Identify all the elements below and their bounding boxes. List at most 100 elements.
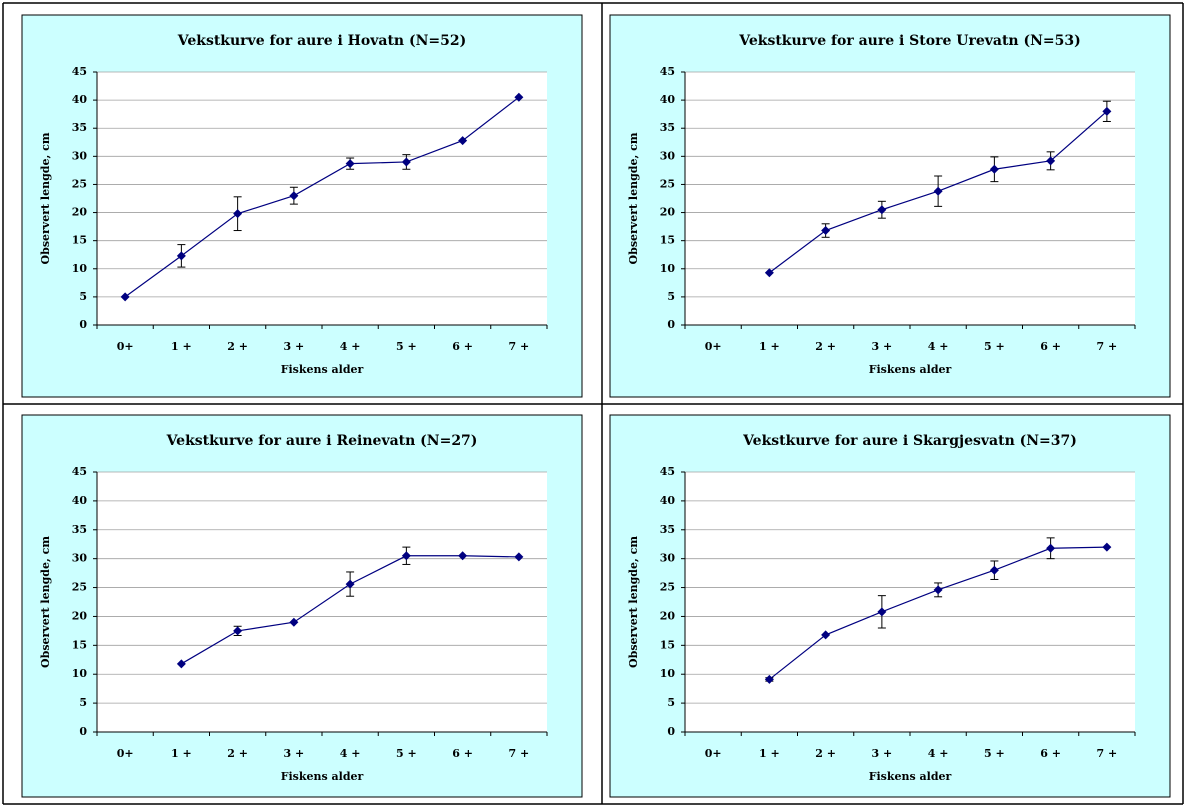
marker <box>289 617 299 627</box>
chart-title: Vekstkurve for aure i Hovatn (N=52) <box>177 33 466 49</box>
y-tick-label: 5 <box>667 290 675 303</box>
plot-area <box>685 72 1135 325</box>
y-tick-label: 10 <box>72 262 88 275</box>
y-tick-label: 10 <box>72 667 88 680</box>
x-tick-label: 5 + <box>396 747 417 760</box>
x-tick-label: 7 + <box>509 340 530 353</box>
x-tick-label: 2 + <box>227 747 248 760</box>
y-axis-label: Observert lengde, cm <box>627 536 640 668</box>
y-tick-label: 40 <box>72 93 88 106</box>
marker <box>233 209 243 219</box>
marker <box>764 268 774 278</box>
y-axis-label: Observert lengde, cm <box>39 132 52 264</box>
x-tick-label: 4 + <box>928 340 949 353</box>
y-tick-label: 10 <box>660 667 676 680</box>
x-axis-label: Fiskens alder <box>281 363 364 376</box>
marker <box>764 674 774 684</box>
x-tick-label: 3 + <box>872 340 893 353</box>
y-tick-label: 35 <box>72 523 87 536</box>
series-line <box>124 96 520 298</box>
plot-area <box>97 72 547 325</box>
y-tick-label: 30 <box>660 552 676 565</box>
x-tick-label: 6 + <box>452 747 473 760</box>
x-tick-label: 2 + <box>227 340 248 353</box>
y-tick-label: 25 <box>72 581 87 594</box>
y-tick-label: 20 <box>72 206 88 219</box>
x-tick-label: 2 + <box>815 340 836 353</box>
y-tick-label: 40 <box>660 494 676 507</box>
marker <box>933 186 943 196</box>
y-tick-label: 20 <box>660 206 676 219</box>
y-tick-label: 45 <box>660 465 675 478</box>
y-axis-label: Observert lengde, cm <box>627 132 640 264</box>
marker <box>989 164 999 174</box>
y-tick-label: 45 <box>72 65 87 78</box>
y-tick-label: 5 <box>667 696 675 709</box>
x-tick-label: 0+ <box>117 340 134 353</box>
y-tick-label: 45 <box>72 465 87 478</box>
x-tick-label: 6 + <box>452 340 473 353</box>
marker <box>1102 542 1112 552</box>
y-tick-label: 25 <box>660 581 675 594</box>
x-tick-label: 1 + <box>759 340 780 353</box>
chart: Vekstkurve for aure i Hovatn (N=52) 0 5 10 1… <box>21 14 583 398</box>
y-tick-label: 40 <box>72 494 88 507</box>
y-tick-label: 5 <box>79 696 87 709</box>
marker <box>1046 543 1056 553</box>
marker <box>176 251 186 261</box>
marker <box>345 579 355 589</box>
x-tick-label: 0+ <box>705 340 722 353</box>
marker <box>401 551 411 561</box>
y-tick-label: 0 <box>667 318 675 331</box>
x-axis-label: Fiskens alder <box>869 363 952 376</box>
x-tick-label: 5 + <box>396 340 417 353</box>
marker <box>821 630 831 640</box>
x-tick-label: 0+ <box>117 747 134 760</box>
x-tick-label: 7 + <box>1097 340 1118 353</box>
x-tick-label: 6 + <box>1040 340 1061 353</box>
chart-title: Vekstkurve for aure i Skargjesvatn (N=37… <box>742 433 1077 449</box>
y-tick-label: 15 <box>660 638 675 651</box>
chart: Vekstkurve for aure i Store Urevatn (N=5… <box>609 14 1171 398</box>
x-tick-label: 5 + <box>984 340 1005 353</box>
y-tick-label: 35 <box>660 523 675 536</box>
marker <box>176 659 186 669</box>
marker <box>345 159 355 169</box>
marker <box>458 551 468 561</box>
x-tick-label: 0+ <box>705 747 722 760</box>
x-tick-label: 3 + <box>284 747 305 760</box>
y-tick-label: 15 <box>72 638 87 651</box>
x-tick-label: 7 + <box>1097 747 1118 760</box>
marker <box>289 191 299 201</box>
y-tick-label: 40 <box>660 93 676 106</box>
y-tick-label: 20 <box>72 609 88 622</box>
y-tick-label: 15 <box>72 234 87 247</box>
x-tick-label: 1 + <box>759 747 780 760</box>
y-tick-label: 45 <box>660 65 675 78</box>
x-tick-label: 4 + <box>340 340 361 353</box>
marker <box>120 292 130 302</box>
marker <box>877 607 887 617</box>
marker <box>1046 156 1056 166</box>
y-tick-label: 30 <box>72 552 88 565</box>
y-tick-label: 5 <box>79 290 87 303</box>
marker <box>933 585 943 595</box>
x-tick-label: 3 + <box>872 747 893 760</box>
y-tick-label: 0 <box>79 725 87 738</box>
x-tick-label: 6 + <box>1040 747 1061 760</box>
plot-area <box>97 472 547 732</box>
marker <box>458 136 468 146</box>
marker <box>514 552 524 562</box>
y-tick-label: 30 <box>660 149 676 162</box>
marker <box>877 205 887 215</box>
x-tick-label: 2 + <box>815 747 836 760</box>
y-tick-label: 30 <box>72 149 88 162</box>
chart-title: Vekstkurve for aure i Reinevatn (N=27) <box>166 433 478 449</box>
x-tick-label: 3 + <box>284 340 305 353</box>
x-tick-label: 1 + <box>171 340 192 353</box>
marker <box>989 565 999 575</box>
y-tick-label: 25 <box>660 177 675 190</box>
x-tick-label: 1 + <box>171 747 192 760</box>
y-tick-label: 35 <box>660 121 675 134</box>
